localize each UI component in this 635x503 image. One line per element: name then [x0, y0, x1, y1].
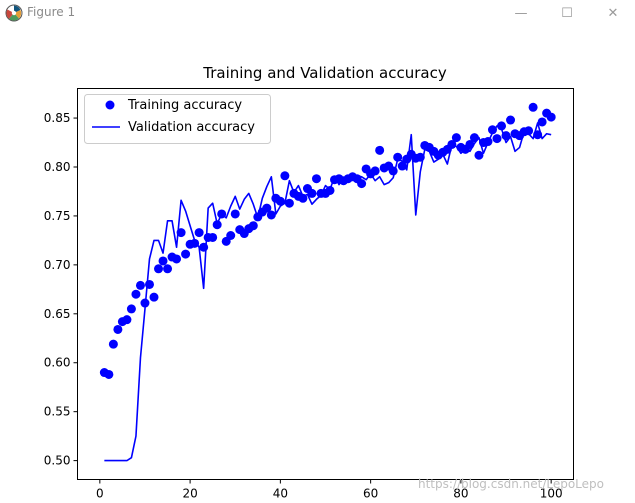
training-accuracy-point	[537, 117, 547, 127]
training-accuracy-point	[194, 228, 204, 238]
minimize-button[interactable]: —	[498, 1, 544, 25]
training-accuracy-point	[176, 228, 186, 238]
x-tick-label: 100	[540, 487, 563, 501]
close-icon: ✕	[607, 5, 619, 21]
matplotlib-logo-icon	[5, 4, 23, 22]
maximize-button[interactable]: ☐	[544, 1, 590, 25]
chart-title: Training and Validation accuracy	[202, 64, 447, 82]
validation-accuracy-line	[104, 122, 552, 462]
axes-frame	[77, 88, 574, 480]
training-accuracy-point	[506, 115, 516, 125]
training-accuracy-point	[357, 179, 367, 189]
training-accuracy-point	[388, 166, 398, 176]
training-accuracy-point	[298, 193, 308, 203]
training-accuracy-point	[307, 188, 317, 198]
legend-label-training: Training accuracy	[127, 98, 242, 113]
window-title: Figure 1	[27, 5, 76, 19]
chart-figure: Training and Validation accuracy 0 20 40 60…	[44, 64, 574, 501]
training-accuracy-point	[199, 242, 209, 252]
training-accuracy-point	[131, 289, 141, 299]
watermark: https://blog.csdn.net/LepoLepo	[418, 477, 604, 491]
training-accuracy-point	[533, 130, 543, 140]
training-accuracy-point	[275, 196, 285, 206]
training-accuracy-point	[135, 280, 145, 290]
training-accuracy-point	[492, 134, 502, 144]
training-accuracy-point	[262, 203, 272, 213]
training-accuracy-point	[248, 221, 258, 231]
y-tick-label: 0.75	[44, 209, 71, 223]
training-accuracy-point	[163, 264, 173, 274]
training-accuracy-point	[154, 264, 164, 274]
training-accuracy-point	[469, 133, 479, 143]
legend-label-validation: Validation accuracy	[128, 120, 255, 135]
training-accuracy-point	[230, 209, 240, 219]
training-accuracy-point	[190, 238, 200, 248]
training-accuracy-point	[393, 152, 403, 162]
y-tick-label: 0.60	[44, 356, 71, 370]
x-tick-label: 20	[182, 487, 197, 501]
legend: Training accuracy Validation accuracy	[84, 94, 271, 144]
training-accuracy-point	[217, 209, 227, 219]
training-accuracy-point	[181, 249, 191, 259]
y-tick-label: 0.55	[44, 405, 71, 419]
training-accuracy-point	[149, 292, 159, 302]
training-accuracy-point	[172, 254, 182, 264]
x-tick-label: 60	[363, 487, 378, 501]
training-accuracy-point	[370, 166, 380, 176]
training-accuracy-point	[113, 324, 123, 334]
training-accuracy-point	[524, 126, 534, 136]
y-tick-label: 0.85	[44, 111, 71, 125]
training-accuracy-point	[415, 152, 425, 162]
training-accuracy-point	[497, 121, 507, 131]
training-accuracy-point	[447, 139, 457, 149]
x-tick-label: 0	[96, 487, 104, 501]
close-button[interactable]: ✕	[590, 1, 635, 25]
maximize-icon: ☐	[561, 5, 573, 21]
training-accuracy-point	[451, 133, 461, 143]
legend-marker-training	[105, 100, 115, 110]
training-accuracy-point	[284, 198, 294, 208]
x-tick-label: 40	[273, 487, 288, 501]
minimize-icon: —	[514, 5, 528, 21]
training-accuracy-point	[226, 231, 236, 240]
training-accuracy-point	[465, 139, 475, 149]
training-accuracy-point	[126, 304, 136, 314]
training-accuracy-point	[144, 279, 154, 289]
window-titlebar: Figure 1 — ☐ ✕	[0, 0, 635, 26]
training-accuracy-point	[266, 210, 276, 220]
training-accuracy-point	[474, 150, 484, 160]
training-accuracy-point	[208, 232, 218, 242]
training-accuracy-point	[140, 298, 150, 308]
training-accuracy-point	[546, 112, 556, 122]
training-accuracy-point	[108, 339, 118, 349]
training-accuracy-point	[311, 174, 321, 184]
training-accuracy-point	[397, 161, 407, 171]
training-accuracy-point	[483, 137, 493, 147]
training-accuracy-point	[212, 220, 222, 230]
training-accuracy-point	[487, 125, 497, 135]
y-tick-label: 0.65	[44, 307, 71, 321]
training-accuracy-point	[158, 256, 168, 266]
training-accuracy-point	[122, 315, 132, 325]
training-accuracy-point	[104, 369, 114, 379]
training-accuracy-point	[280, 171, 290, 181]
training-accuracy-point	[375, 145, 385, 155]
y-tick-label: 0.50	[44, 454, 71, 468]
training-accuracy-point	[528, 102, 538, 112]
training-accuracy-point	[501, 131, 511, 141]
series-layer	[99, 102, 556, 462]
legend-box	[84, 94, 271, 144]
training-accuracy-point	[325, 185, 335, 195]
y-tick-label: 0.80	[44, 160, 71, 174]
x-tick-label: 80	[453, 487, 468, 501]
ticks-layer: 0 20 40 60 80 100 0.50 0.55 0.60 0.65 0.70 0.75 0.80…	[44, 111, 563, 500]
y-tick-label: 0.70	[44, 258, 71, 272]
